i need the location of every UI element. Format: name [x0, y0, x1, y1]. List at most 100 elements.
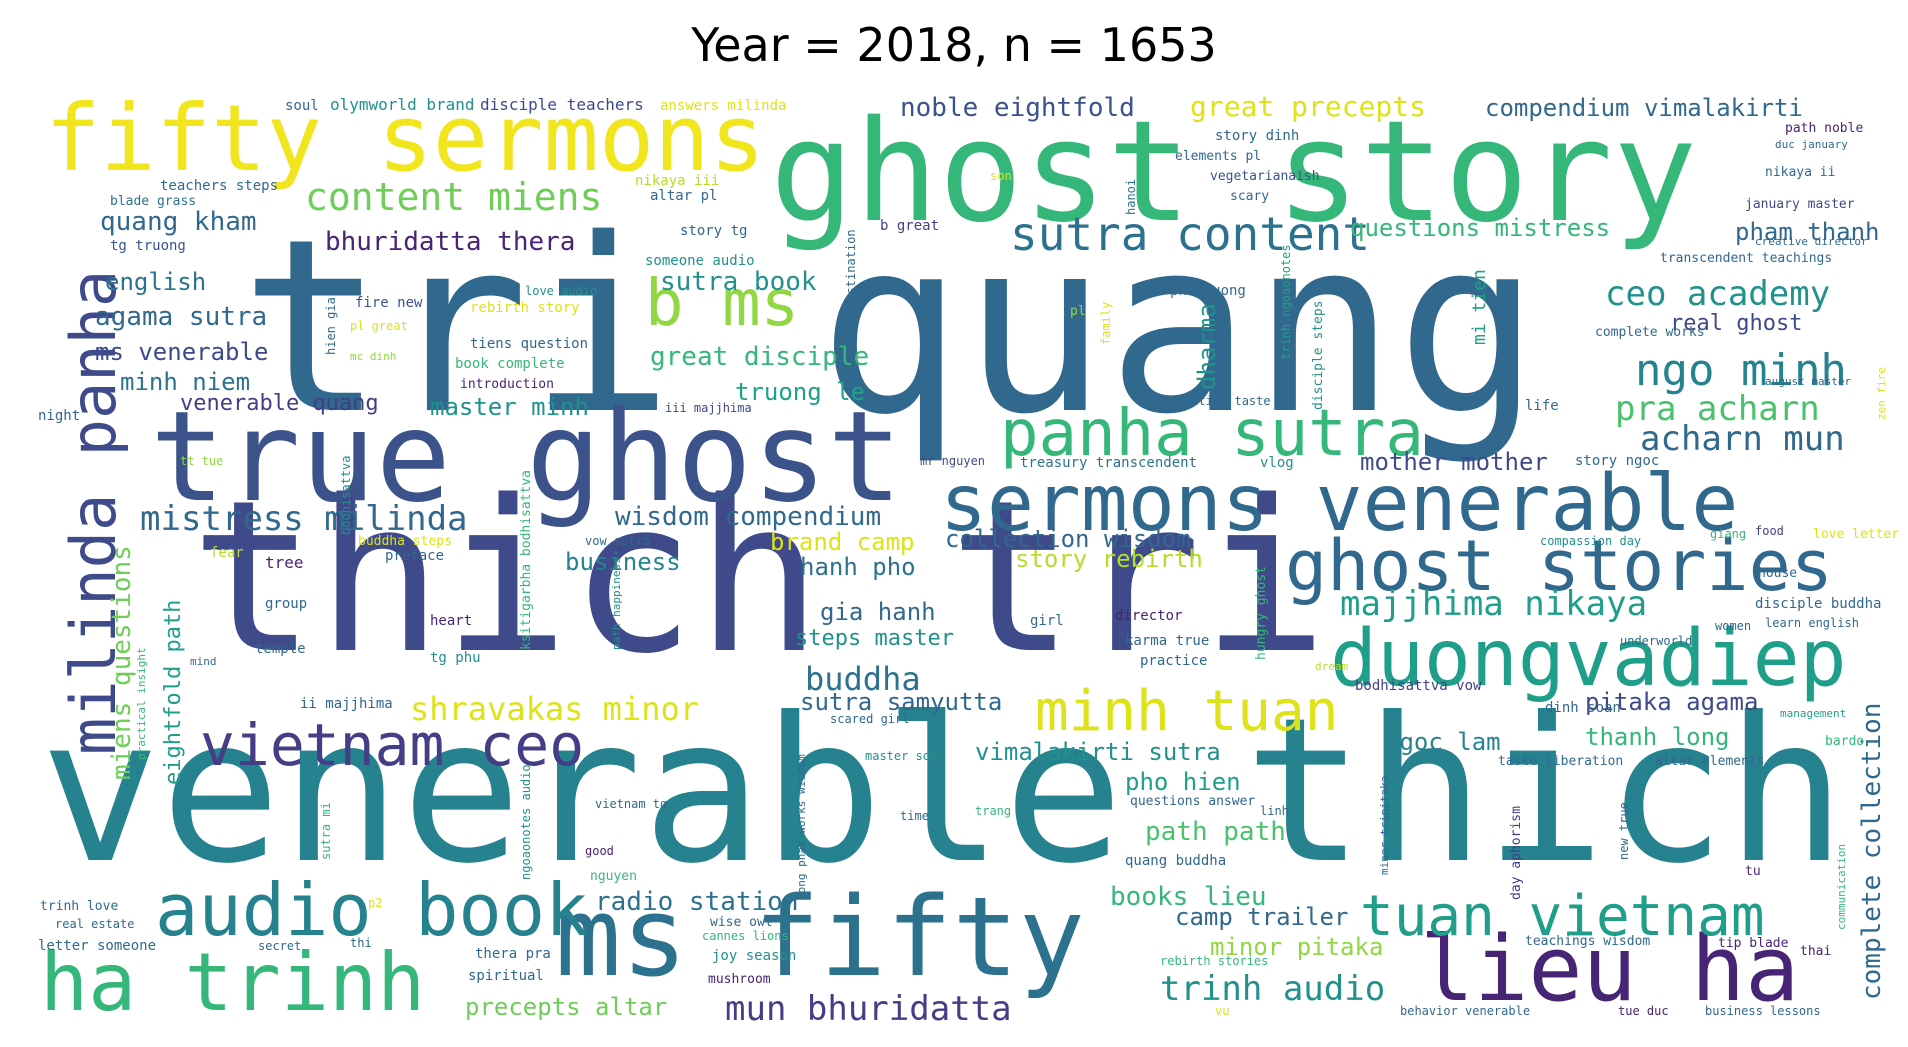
word-practice: practice	[1140, 653, 1207, 669]
word-ii-majjhima: ii majjhima	[300, 696, 393, 712]
word-minor-pitaka: minor pitaka	[1210, 933, 1383, 961]
word-audio-book: audio book	[155, 868, 588, 952]
word-underworld: underworld	[1620, 634, 1692, 648]
word-rebirth-story: rebirth story	[470, 300, 580, 316]
word-zen-fire: zen fire	[1875, 367, 1888, 420]
word-pham-thanh: pham thanh	[1735, 218, 1880, 246]
word-acharn-mun: acharn mun	[1640, 419, 1845, 459]
word-story-dinh: story dinh	[1215, 128, 1299, 144]
word-vlog: vlog	[1260, 455, 1294, 471]
word-vu: vu	[1215, 1004, 1229, 1018]
word-tt-tue: tt tue	[180, 454, 223, 468]
word-story-rebirth: story rebirth	[1015, 545, 1203, 573]
word-learn-english: learn english	[1765, 616, 1859, 630]
word-giang: giang	[1710, 527, 1746, 541]
word-olymworld-brand: olymworld brand	[330, 95, 475, 114]
word-quang-kham: quang kham	[100, 207, 257, 237]
word-eightfold-path: eightfold path	[161, 600, 186, 785]
word-pra-acharn: pra acharn	[1615, 389, 1820, 429]
word-duongvadiep: duongvadiep	[1330, 614, 1847, 704]
word-group: group	[265, 596, 307, 612]
word-panha-sutra: panha sutra	[1000, 397, 1424, 471]
word-ms-fifty: ms fifty	[555, 873, 1085, 1001]
word-family: family	[1099, 302, 1113, 345]
word-someone-audio: someone audio	[645, 253, 755, 269]
word-vietnam-ceo: vietnam ceo	[200, 711, 584, 779]
word-scared-girl: scared girl	[830, 712, 909, 726]
word-complete-works: complete works	[1595, 325, 1705, 340]
word-wisdom-compendium: wisdom compendium	[615, 502, 881, 532]
word-brand-camp: brand camp	[770, 528, 915, 556]
word-precepts-altar: precepts altar	[465, 993, 667, 1021]
word-practical-insight: practical insight	[135, 647, 148, 760]
word-business: business	[565, 548, 681, 576]
word-tip-blade: tip blade	[1718, 936, 1789, 951]
word-gia-hanh: gia hanh	[820, 598, 936, 626]
word-ghost-story: ghost story	[770, 91, 1697, 254]
word-book-complete: book complete	[455, 356, 565, 372]
word-heart: heart	[430, 613, 472, 629]
word-linh: linh	[1260, 804, 1289, 818]
word-tuan-vietnam: tuan vietnam	[1360, 884, 1765, 949]
word-pl-great: pl great	[350, 319, 408, 333]
chart-title: Year = 2018, n = 1653	[691, 18, 1217, 72]
word-new-true: new true	[1617, 802, 1631, 860]
word-duc-january: duc january	[1775, 138, 1848, 151]
word-trinh-audio: trinh audio	[1160, 969, 1385, 1009]
word-books-lieu: books lieu	[1110, 882, 1267, 912]
word-temple: temple	[255, 641, 306, 657]
word-phu-duong: phu duong	[1170, 283, 1246, 299]
word-mi-tien: mi tien	[1469, 269, 1490, 345]
word-secret: secret	[258, 939, 301, 953]
word-bardo: bardo	[1825, 734, 1864, 749]
word-shravakas-minor: shravakas minor	[410, 690, 699, 728]
word-radio-station: radio station	[595, 887, 799, 917]
word-vegetarianaish: vegetarianaish	[1210, 169, 1320, 184]
word-disciple-teachers: disciple teachers	[480, 95, 644, 114]
word-road-destination: road destination	[844, 229, 858, 345]
word-karma-true: karma true	[1125, 633, 1209, 649]
word-complete-collection: complete collection	[1857, 703, 1887, 1000]
word-mun-bhuridatta: mun bhuridatta	[725, 989, 1012, 1029]
word-girl: girl	[1030, 613, 1064, 629]
word-time: time	[900, 809, 929, 823]
word-pl: pl	[1070, 304, 1086, 319]
word-soul: soul	[285, 98, 319, 114]
word-transcendent-teachings: transcendent teachings	[1660, 251, 1832, 266]
word-ngoaonotes-audio: ngoaonotes audio	[519, 764, 533, 880]
word-son: son	[990, 169, 1012, 183]
word-director: director	[1115, 608, 1182, 624]
word-master-son: master son	[865, 749, 937, 763]
word-tiens-question: tiens question	[470, 336, 588, 352]
word-pho-hien: pho hien	[1125, 768, 1241, 796]
word-food: food	[1755, 524, 1784, 538]
word-january-master: january master	[1745, 197, 1855, 212]
word-b-great: b great	[880, 218, 939, 234]
word-fear: fear	[210, 545, 244, 561]
word-steps-master: steps master	[795, 626, 954, 651]
word-mushroom: mushroom	[708, 972, 771, 987]
word-business-lessons: business lessons	[1705, 1004, 1821, 1018]
word-bodhisattva: bodhisattva	[339, 456, 353, 535]
word-story-tg: story tg	[680, 223, 747, 239]
word-hanoi: hanoi	[1124, 179, 1138, 215]
word-disciple-steps: disciple steps	[1311, 300, 1326, 410]
word-vimalakirti-sutra: vimalakirti sutra	[975, 738, 1221, 766]
word-ghost-stories: ghost stories	[1285, 525, 1833, 607]
word-master-minh: master minh	[430, 393, 589, 421]
word-altar-pl: altar pl	[650, 188, 717, 204]
word-sermons-venerable: sermons venerable	[940, 459, 1738, 549]
word-compassion-day: compassion day	[1540, 534, 1641, 548]
word-fifty-sermons: fifty sermons	[45, 85, 765, 192]
word-liberation-taste: liberation taste	[1155, 394, 1271, 408]
word-behavior-venerable: behavior venerable	[1400, 1004, 1530, 1018]
word-dream: dream	[1315, 660, 1348, 673]
word-fire-new: fire new	[355, 295, 423, 311]
word-dinh-soan: dinh soan	[1545, 700, 1621, 716]
word-path-noble: path noble	[1785, 121, 1863, 136]
word-good: good	[585, 844, 614, 858]
word-night: night	[38, 408, 80, 424]
word-buddha-steps: buddha steps	[358, 534, 452, 549]
word-trang: trang	[975, 804, 1011, 818]
word-nikaya-ii: nikaya ii	[1765, 165, 1835, 180]
